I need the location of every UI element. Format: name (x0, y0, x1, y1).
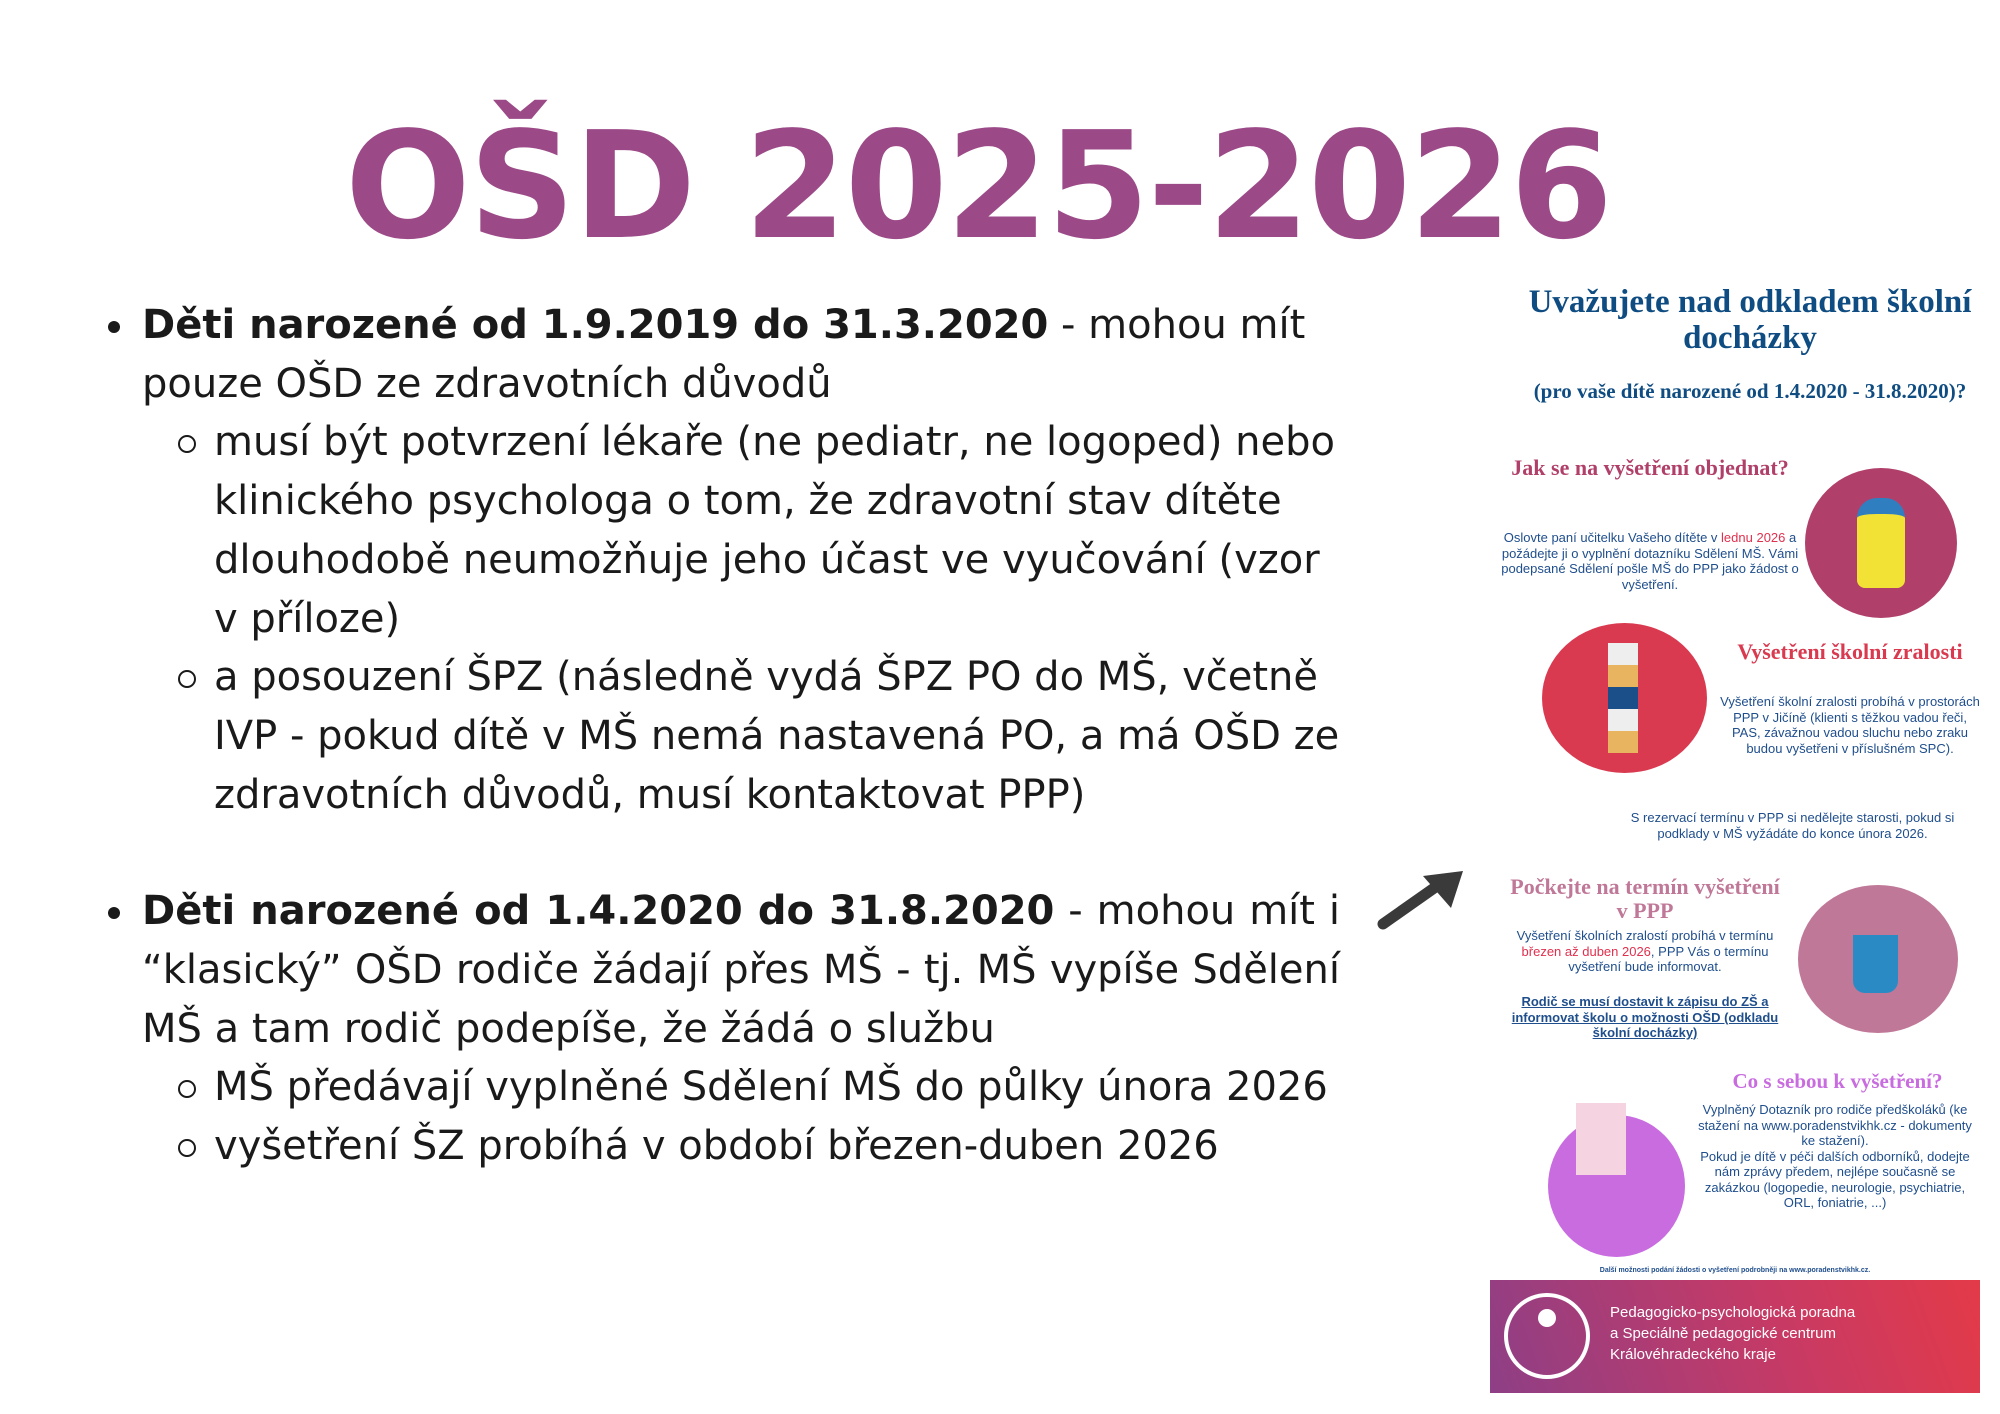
organization-banner: Pedagogicko-psychologická poradna a Speci… (1490, 1280, 1980, 1393)
section4-title: Co s sebou k vyšetření? (1732, 1069, 1943, 1093)
blocks-illustration (1542, 623, 1707, 773)
section2-body: Vyšetření školní zralosti probíhá v pros… (1720, 694, 1980, 756)
bullet-item: Děti narozené od 1.9.2019 do 31.3.2020 -… (108, 296, 1340, 413)
bullet-text: - mohou mít i “klasický” OŠD rodiče žáda… (142, 888, 1341, 1052)
poster-heading: Uvažujete nad odkladem školní docházky (1528, 284, 1972, 357)
section3-underlined: Rodič se musí dostavit k zápisu do ZŠ a … (1511, 994, 1779, 1040)
poster-subheading: (pro vaše dítě narozené od 1.4.2020 - 31… (1533, 379, 1967, 403)
main-content: Děti narozené od 1.9.2019 do 31.3.2020 -… (108, 296, 1340, 1176)
section2-title: Vyšetření školní zralosti (1737, 639, 1963, 664)
section2-note: S rezervací termínu v PPP si nedělejte s… (1630, 810, 1955, 841)
section1-title: Jak se na vyšetření objednat? (1511, 455, 1789, 480)
sub-bullet-item: MŠ předávají vyplněné Sdělení MŠ do půlk… (108, 1058, 1340, 1117)
bullet-item: Děti narozené od 1.4.2020 do 31.8.2020 -… (108, 882, 1340, 1058)
section3-title: Počkejte na termín vyšetření v PPP (1510, 874, 1780, 924)
section4-body: Vyplněný Dotazník pro rodiče předškoláků… (1698, 1102, 1972, 1210)
organization-name: Pedagogicko-psychologická poradna a Speci… (1610, 1304, 1856, 1363)
section3-body: Vyšetření školních zralostí probíhá v te… (1516, 928, 1774, 974)
footnote: Další možnosti podání žádosti o vyšetřen… (1599, 1267, 1871, 1274)
sub-bullet-item: vyšetření ŠZ probíhá v období březen-dub… (108, 1117, 1340, 1176)
page-title: OŠD 2025-2026 (344, 100, 1613, 272)
arrow-icon (1377, 871, 1463, 930)
section1-body: Oslovte paní učitelku Vašeho dítěte v le… (1501, 530, 1799, 592)
boy-illustration (1805, 468, 1957, 618)
bullet-bold: Děti narozené od 1.4.2020 do 31.8.2020 (142, 888, 1055, 935)
pencil-cup-illustration (1798, 885, 1958, 1033)
organization-logo (1504, 1293, 1590, 1379)
poster-infographic: Uvažujete nad odkladem školní docházky (… (1490, 280, 1980, 1394)
notebook-illustration (1548, 1103, 1685, 1257)
bullet-bold: Děti narozené od 1.9.2019 do 31.3.2020 (142, 302, 1049, 348)
sub-bullet-item: musí být potvrzení lékaře (ne pediatr, n… (108, 413, 1340, 648)
sub-bullet-item: a posouzení ŠPZ (následně vydá ŠPZ PO do… (108, 648, 1340, 824)
bullet-text: - mohou mít pouze OŠD ze zdravotních dův… (142, 302, 1306, 407)
